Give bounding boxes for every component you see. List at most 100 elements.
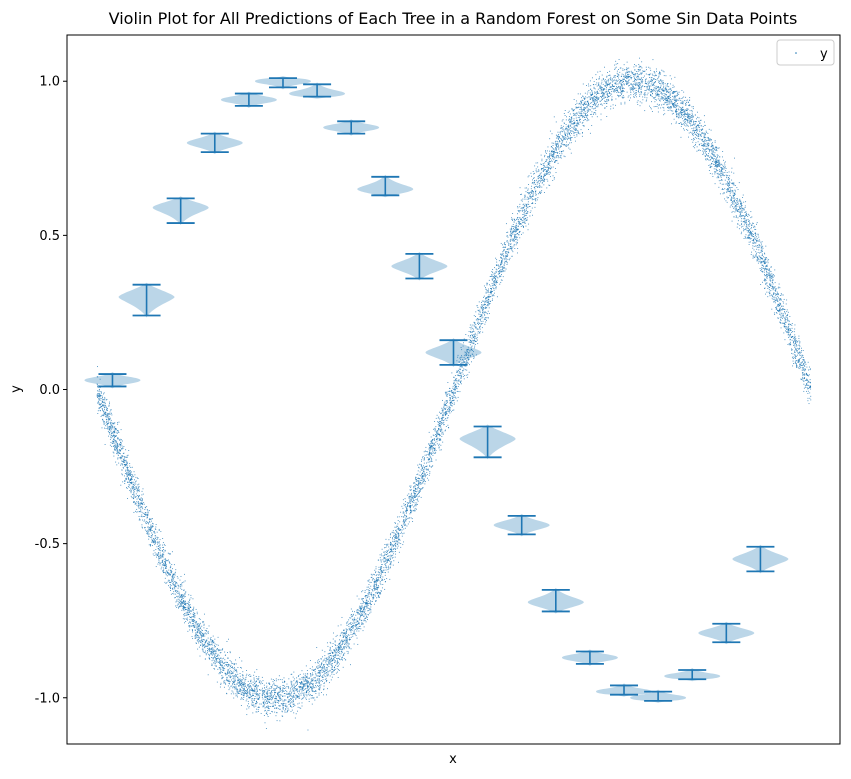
scatter-point: [394, 556, 396, 558]
scatter-point: [430, 446, 432, 448]
scatter-point: [211, 639, 213, 641]
scatter-point: [700, 134, 702, 136]
scatter-point: [196, 634, 198, 636]
scatter-point: [142, 503, 143, 505]
scatter-point: [193, 624, 195, 626]
scatter-point: [581, 99, 583, 101]
scatter-point: [630, 94, 632, 96]
scatter-point: [210, 652, 212, 654]
scatter-point: [360, 614, 362, 616]
scatter-point: [709, 149, 711, 151]
scatter-point: [326, 659, 328, 660]
scatter-point: [619, 87, 621, 89]
scatter-point: [433, 452, 435, 454]
scatter-point: [382, 571, 384, 573]
scatter-point: [164, 550, 166, 552]
scatter-point: [606, 83, 607, 85]
scatter-point: [544, 154, 546, 156]
scatter-point: [451, 405, 453, 407]
scatter-point: [511, 255, 513, 257]
scatter-point: [569, 134, 571, 135]
scatter-point: [465, 374, 467, 376]
scatter-point: [99, 404, 101, 405]
scatter-point: [546, 150, 548, 152]
scatter-point: [365, 617, 367, 619]
scatter-point: [805, 384, 807, 386]
scatter-point: [489, 276, 491, 277]
scatter-point: [644, 80, 646, 82]
scatter-point: [553, 155, 555, 157]
scatter-point: [513, 226, 515, 228]
scatter-point: [153, 540, 155, 542]
scatter-point: [144, 516, 146, 517]
scatter-point: [798, 337, 800, 339]
scatter-point: [516, 252, 518, 254]
scatter-point: [228, 679, 230, 681]
scatter-point: [417, 487, 419, 489]
scatter-point: [168, 561, 170, 563]
scatter-point: [510, 243, 512, 245]
scatter-point: [148, 544, 150, 546]
scatter-point: [514, 248, 516, 249]
scatter-point: [518, 231, 520, 233]
scatter-point: [463, 342, 464, 344]
scatter-point: [271, 696, 272, 698]
scatter-point: [389, 567, 391, 569]
scatter-point: [533, 173, 535, 175]
scatter-point: [394, 534, 396, 536]
scatter-point: [500, 263, 502, 265]
scatter-point: [126, 461, 128, 463]
scatter-point: [473, 334, 475, 336]
scatter-point: [386, 561, 388, 563]
scatter-point: [482, 307, 484, 308]
scatter-point: [491, 295, 493, 297]
scatter-point: [217, 644, 219, 646]
scatter-point: [687, 125, 689, 127]
scatter-point: [548, 156, 550, 157]
scatter-point: [331, 663, 333, 665]
scatter-point: [329, 641, 331, 643]
scatter-point: [138, 505, 140, 507]
scatter-point: [317, 682, 319, 684]
scatter-point: [137, 489, 138, 491]
scatter-point: [215, 661, 217, 663]
scatter-point: [588, 104, 589, 106]
scatter-point: [492, 280, 494, 282]
scatter-point: [449, 409, 451, 411]
scatter-point: [430, 456, 432, 458]
scatter-point: [772, 278, 774, 280]
scatter-point: [351, 615, 353, 617]
scatter-point: [620, 92, 622, 94]
scatter-point: [511, 218, 513, 220]
scatter-point: [515, 236, 517, 238]
scatter-point: [141, 506, 143, 508]
scatter-point: [153, 538, 155, 539]
scatter-point: [300, 689, 302, 691]
scatter-point: [349, 623, 351, 625]
scatter-point: [181, 602, 183, 604]
scatter-point: [254, 671, 256, 673]
scatter-point: [703, 144, 705, 146]
scatter-point: [615, 87, 617, 89]
scatter-point: [586, 120, 588, 122]
scatter-point: [97, 386, 99, 388]
scatter-point: [169, 573, 171, 575]
scatter-point: [303, 673, 305, 675]
scatter-point: [565, 128, 567, 130]
scatter-point: [221, 658, 223, 660]
scatter-point: [430, 448, 432, 450]
scatter-point: [318, 661, 320, 663]
scatter-point: [492, 298, 494, 300]
scatter-point: [118, 451, 120, 453]
scatter-point: [265, 689, 267, 691]
scatter-point: [134, 489, 136, 491]
scatter-point: [558, 141, 560, 143]
scatter-point: [585, 112, 587, 114]
scatter-point: [275, 680, 277, 682]
scatter-point: [290, 693, 292, 695]
scatter-point: [376, 597, 378, 599]
scatter-point: [635, 96, 637, 98]
scatter-point: [736, 226, 738, 228]
scatter-point: [664, 97, 666, 99]
scatter-point: [226, 680, 228, 682]
